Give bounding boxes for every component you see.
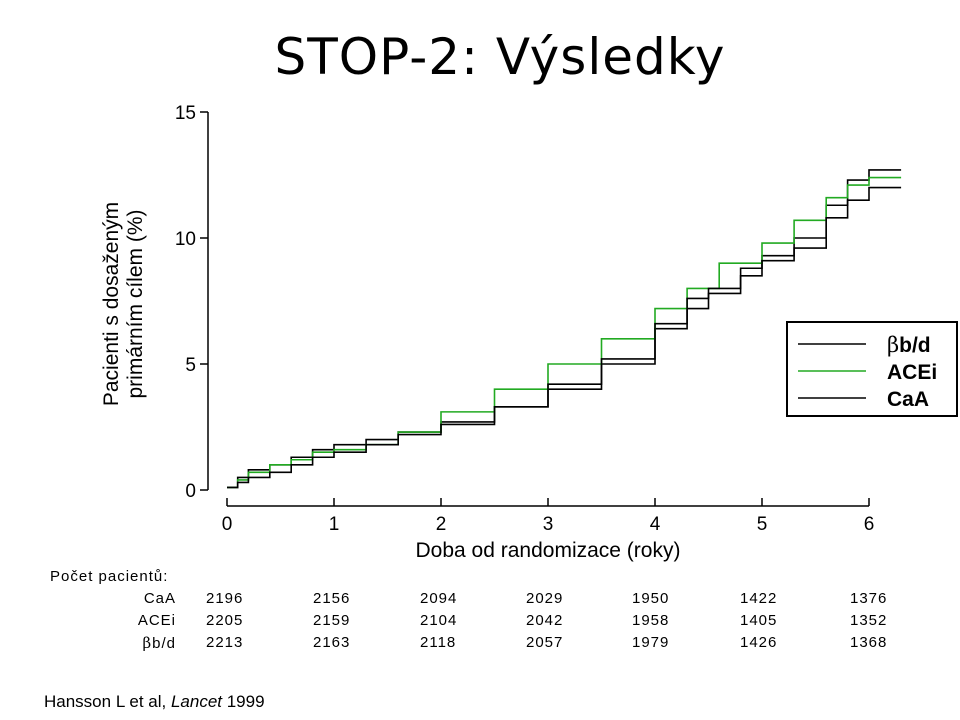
x-tick-label: 0	[222, 514, 233, 535]
table-cell: 2163	[313, 634, 351, 651]
table-cell: 1426	[740, 634, 778, 651]
legend-label: ACEi	[887, 361, 937, 384]
table-cell: 2118	[420, 634, 457, 651]
table-cell: 1352	[850, 612, 888, 629]
legend-label: CaA	[887, 388, 929, 411]
table-cell: 2029	[526, 590, 564, 607]
table-row-label: βb/d	[142, 634, 176, 652]
table-cell: 2104	[420, 612, 458, 629]
table-cell: 1958	[632, 612, 670, 629]
table-cell: 1368	[850, 634, 888, 651]
series-line-caa	[227, 186, 902, 489]
y-tick-label: 5	[185, 355, 196, 376]
x-tick-label: 1	[329, 514, 340, 535]
x-tick-label: 4	[650, 514, 661, 535]
y-tick-label: 15	[175, 103, 196, 124]
page-title: STOP-2: Výsledky	[274, 28, 726, 86]
table-cell: 1950	[632, 590, 670, 607]
x-tick-label: 6	[864, 514, 875, 535]
x-tick-label: 2	[436, 514, 447, 535]
patients-table-header: Počet pacientů:	[50, 568, 169, 585]
legend-label: βb/d	[887, 333, 931, 357]
table-cell: 2159	[313, 612, 351, 629]
table-row-label: CaA	[143, 590, 176, 607]
legend-box	[786, 321, 958, 417]
table-cell: 2057	[526, 634, 564, 651]
table-cell: 2156	[313, 590, 351, 607]
table-cell: 2205	[206, 612, 244, 629]
x-tick-label: 5	[757, 514, 768, 535]
y-axis-title-line2: primárním cílem (%)	[124, 209, 147, 398]
table-cell: 2196	[206, 590, 244, 607]
y-tick-label: 0	[185, 481, 196, 502]
x-tick-label: 3	[543, 514, 554, 535]
citation-authors: Hansson L et al,	[44, 692, 171, 711]
citation-journal: Lancet	[170, 692, 222, 711]
citation: Hansson L et al, Lancet 1999	[44, 692, 265, 712]
table-cell: 2213	[206, 634, 244, 651]
table-cell: 1376	[850, 590, 888, 607]
table-cell: 2042	[526, 612, 564, 629]
table-cell: 1979	[632, 634, 670, 651]
table-row-label: ACEi	[137, 612, 176, 629]
y-axis-title-line1: Pacienti s dosaženým	[100, 202, 123, 406]
y-tick-label: 10	[175, 229, 196, 250]
table-cell: 1422	[740, 590, 778, 607]
table-cell: 1405	[740, 612, 778, 629]
table-cell: 2094	[420, 590, 458, 607]
x-axis-title: Doba od randomizace (roky)	[416, 539, 681, 562]
series-line-acei	[227, 176, 902, 489]
citation-year: 1999	[222, 692, 265, 711]
